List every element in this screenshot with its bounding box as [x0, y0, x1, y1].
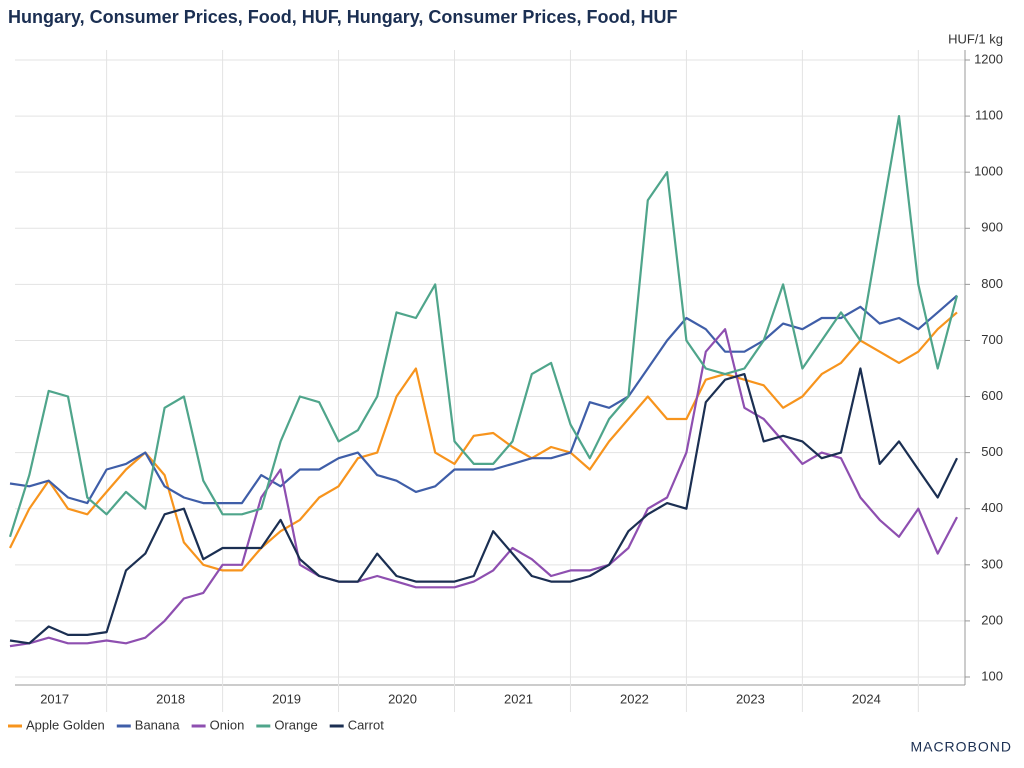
y-tick-label: 500 — [981, 444, 1003, 459]
legend-label: Banana — [135, 717, 181, 732]
y-tick-label: 1000 — [974, 164, 1003, 179]
y-tick-label: 1200 — [974, 51, 1003, 66]
x-tick-label: 2020 — [388, 691, 417, 706]
legend-label: Onion — [210, 717, 245, 732]
y-tick-label: 600 — [981, 388, 1003, 403]
y-tick-label: 900 — [981, 220, 1003, 235]
x-tick-label: 2022 — [620, 691, 649, 706]
y-tick-label: 100 — [981, 668, 1003, 683]
series-line — [9, 294, 958, 505]
legend-label: Orange — [274, 717, 317, 732]
x-tick-label: 2019 — [272, 691, 301, 706]
y-tick-label: 400 — [981, 500, 1003, 515]
series-line — [9, 367, 958, 645]
y-tick-label: 300 — [981, 556, 1003, 571]
x-tick-label: 2023 — [736, 691, 765, 706]
legend-label: Apple Golden — [26, 717, 105, 732]
x-tick-label: 2017 — [40, 691, 69, 706]
y-tick-label: 1100 — [975, 108, 1003, 123]
x-tick-label: 2018 — [156, 691, 185, 706]
brand: MACROBOND — [910, 739, 1012, 755]
series-line — [9, 311, 958, 572]
x-tick-label: 2024 — [852, 691, 881, 706]
legend-label: Carrot — [348, 717, 385, 732]
series-line — [8, 115, 959, 538]
chart-title: Hungary, Consumer Prices, Food, HUF, Hun… — [8, 7, 677, 27]
y-tick-label: 700 — [981, 332, 1003, 347]
y-tick-label: 200 — [981, 612, 1003, 627]
series-line — [9, 328, 958, 648]
y-unit: HUF/1 kg — [948, 31, 1003, 46]
x-tick-label: 2021 — [504, 691, 533, 706]
y-tick-label: 800 — [981, 276, 1003, 291]
